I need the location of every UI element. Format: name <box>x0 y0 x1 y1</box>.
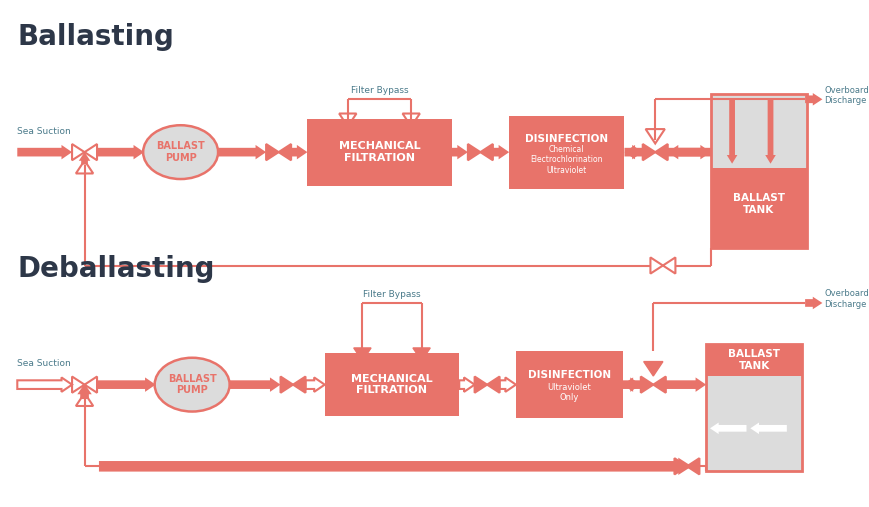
Polygon shape <box>766 98 776 164</box>
Text: BALLAST
TANK: BALLAST TANK <box>728 349 780 371</box>
Polygon shape <box>687 458 700 475</box>
Polygon shape <box>99 458 692 475</box>
Polygon shape <box>218 145 266 159</box>
Text: BALLAST
PUMP: BALLAST PUMP <box>168 374 216 395</box>
Polygon shape <box>468 144 481 160</box>
Bar <box>509 116 625 189</box>
Polygon shape <box>653 377 666 393</box>
Polygon shape <box>474 377 488 393</box>
Bar <box>711 94 807 167</box>
Text: Filter Bypass: Filter Bypass <box>363 290 421 299</box>
Text: MECHANICAL
FILTRATION: MECHANICAL FILTRATION <box>339 141 421 163</box>
Bar <box>706 344 802 471</box>
Polygon shape <box>640 377 653 393</box>
Bar <box>706 344 802 376</box>
Polygon shape <box>354 348 371 361</box>
Polygon shape <box>805 297 822 309</box>
Text: Chemical
Electrochlorination
Ultraviolet: Chemical Electrochlorination Ultraviolet <box>531 145 603 175</box>
Text: BALLAST
TANK: BALLAST TANK <box>733 193 785 214</box>
Polygon shape <box>493 145 509 159</box>
Polygon shape <box>726 98 738 164</box>
Ellipse shape <box>155 358 229 412</box>
Bar <box>325 353 459 416</box>
Text: BALLAST
PUMP: BALLAST PUMP <box>156 141 205 163</box>
Bar <box>308 119 452 186</box>
Polygon shape <box>452 145 468 159</box>
Polygon shape <box>281 377 293 393</box>
Polygon shape <box>750 422 786 434</box>
Polygon shape <box>644 361 663 376</box>
Text: Ultraviolet
Only: Ultraviolet Only <box>547 383 591 402</box>
Polygon shape <box>622 377 640 392</box>
Polygon shape <box>266 144 279 160</box>
Text: MECHANICAL
FILTRATION: MECHANICAL FILTRATION <box>351 374 433 395</box>
Text: DISINFECTION: DISINFECTION <box>525 134 608 143</box>
Polygon shape <box>655 144 667 160</box>
Polygon shape <box>667 145 711 159</box>
Text: DISINFECTION: DISINFECTION <box>527 370 611 380</box>
Bar <box>711 167 807 248</box>
Text: Ballasting: Ballasting <box>17 23 174 51</box>
Polygon shape <box>488 377 500 393</box>
Ellipse shape <box>143 125 218 179</box>
Polygon shape <box>625 145 643 159</box>
Polygon shape <box>79 152 90 165</box>
Text: Overboard
Discharge: Overboard Discharge <box>825 289 869 309</box>
Polygon shape <box>643 144 655 160</box>
Text: Filter Bypass: Filter Bypass <box>351 87 408 95</box>
Polygon shape <box>625 145 643 159</box>
Bar <box>516 351 622 418</box>
Polygon shape <box>413 348 430 361</box>
Polygon shape <box>481 144 493 160</box>
Polygon shape <box>622 377 640 392</box>
Polygon shape <box>293 377 306 393</box>
Polygon shape <box>710 422 746 434</box>
Text: Overboard
Discharge: Overboard Discharge <box>825 86 869 105</box>
Polygon shape <box>77 384 92 399</box>
Polygon shape <box>229 377 281 392</box>
Bar <box>711 94 807 248</box>
Text: Deballasting: Deballasting <box>17 256 215 283</box>
Text: Sea Suction: Sea Suction <box>17 127 71 135</box>
Polygon shape <box>17 145 72 159</box>
Polygon shape <box>97 145 144 159</box>
Polygon shape <box>667 145 711 159</box>
Polygon shape <box>674 458 687 475</box>
Polygon shape <box>279 144 291 160</box>
Polygon shape <box>97 377 156 392</box>
Polygon shape <box>666 377 706 392</box>
Polygon shape <box>805 93 822 105</box>
Bar <box>706 376 802 471</box>
Text: Sea Suction: Sea Suction <box>17 359 71 368</box>
Polygon shape <box>291 145 308 159</box>
